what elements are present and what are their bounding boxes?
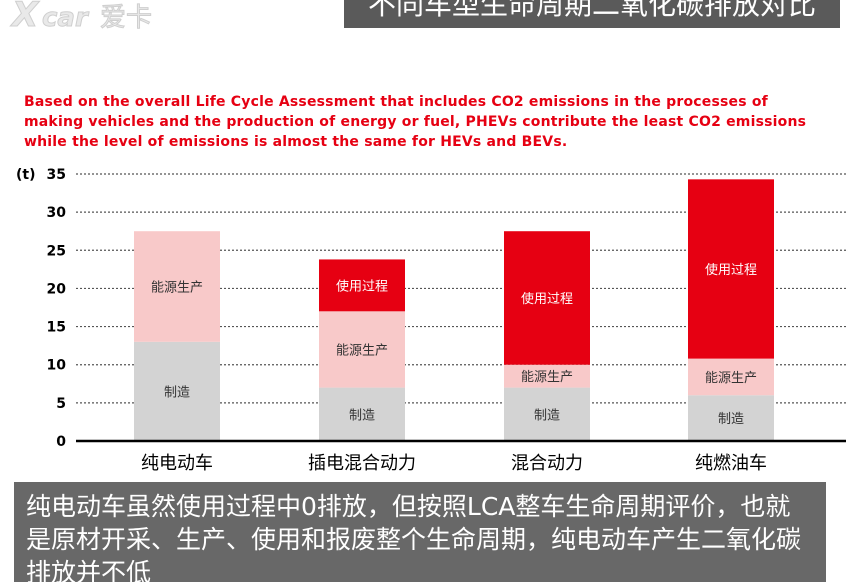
bar-segment — [134, 231, 220, 342]
bar-segment — [319, 311, 405, 388]
x-category-label: 纯电动车 — [141, 453, 213, 474]
bar-segment — [319, 387, 405, 441]
bar-segment — [134, 341, 220, 441]
bar-segment — [504, 364, 590, 388]
bar-segment — [504, 231, 590, 365]
y-tick-label: 25 — [47, 243, 66, 259]
bar-segment-label: 制造 — [718, 412, 744, 427]
bar-segment-label: 使用过程 — [705, 262, 757, 278]
y-unit-label: (t) — [16, 167, 36, 183]
bar-segment-label: 制造 — [534, 408, 560, 423]
x-category-label: 纯燃油车 — [695, 453, 767, 474]
y-tick-label: 30 — [47, 205, 67, 221]
page-title: 不同车型生命周期二氧化碳排放对比 — [344, 0, 840, 28]
y-tick-label: 10 — [47, 358, 67, 374]
logo-text: 爱卡 — [100, 3, 152, 33]
x-category-label: 混合动力 — [511, 453, 583, 474]
y-tick-label: 5 — [56, 396, 66, 412]
bar-segment-label: 能源生产 — [705, 371, 757, 386]
bar-segment — [688, 179, 774, 359]
bar-segment-label: 使用过程 — [521, 291, 573, 307]
bar-segment — [688, 395, 774, 441]
bar-segment-label: 使用过程 — [336, 278, 388, 294]
x-category-label: 插电混合动力 — [308, 453, 416, 474]
chart-subtitle: Based on the overall Life Cycle Assessme… — [24, 94, 807, 150]
y-tick-label: 20 — [47, 281, 67, 297]
y-tick-label: 15 — [47, 320, 66, 336]
bar-segment-label: 能源生产 — [521, 370, 573, 385]
caption-text: 纯电动车虽然使用过程中0排放，但按照LCA整车生命周期评价，也就是原材开采、生产… — [14, 482, 826, 582]
bar-segment-label: 能源生产 — [151, 281, 203, 296]
bar-segment — [319, 259, 405, 312]
svg-text:X: X — [10, 0, 40, 35]
xcar-logo: X car 爱卡 — [10, 0, 153, 36]
y-tick-label: 35 — [47, 167, 66, 183]
bar-segment — [504, 387, 590, 441]
bar-segment — [688, 358, 774, 396]
bar-segment-label: 制造 — [349, 408, 375, 423]
y-tick-label: 0 — [56, 434, 66, 450]
bar-segment-label: 制造 — [164, 385, 190, 400]
stacked-bar-chart: 05101520253035(t)制造能源生产纯电动车制造能源生产使用过程插电混… — [16, 167, 846, 474]
svg-text:car: car — [42, 3, 90, 33]
bar-segment-label: 能源生产 — [336, 343, 388, 358]
